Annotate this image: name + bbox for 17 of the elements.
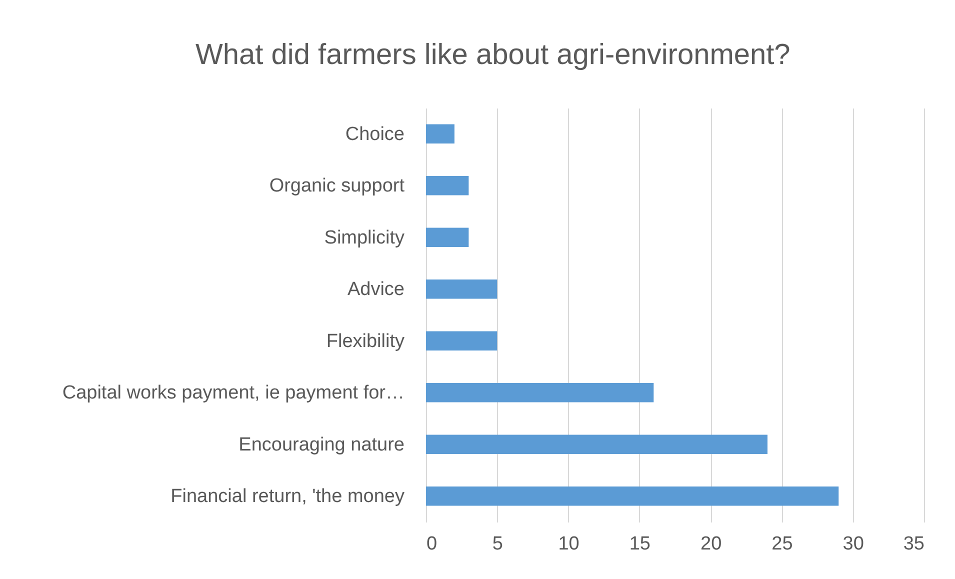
x-tick-label: 35	[903, 534, 924, 554]
x-tick-label: 0	[426, 534, 438, 554]
y-tick-label: Capital works payment, ie payment for…	[62, 382, 404, 404]
y-tick-label: Advice	[347, 279, 404, 300]
y-tick-label: Flexibility	[326, 330, 405, 352]
y-tick-label: Organic support	[269, 176, 406, 197]
x-tick-label: 15	[629, 534, 650, 554]
x-tick-label: 30	[842, 534, 864, 554]
x-tick-label: 10	[558, 534, 580, 554]
x-tick-label: 5	[492, 534, 503, 554]
y-tick-label: Encouraging nature	[238, 434, 404, 456]
y-tick-label: Choice	[345, 124, 404, 145]
x-tick-label: 20	[700, 534, 722, 554]
y-tick-label: Simplicity	[324, 227, 405, 248]
x-tick-label: 25	[772, 534, 793, 554]
chart-title: What did farmers like about agri-environment?	[196, 39, 790, 71]
y-tick-label: Financial return, 'the money	[170, 486, 405, 508]
